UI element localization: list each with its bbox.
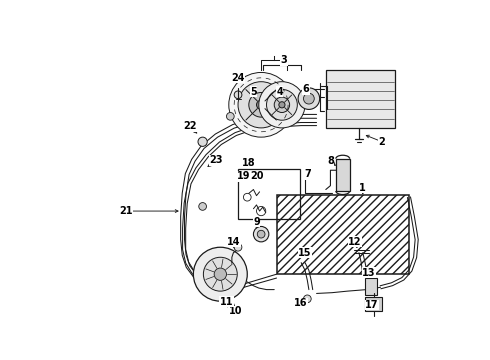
Text: 20: 20 bbox=[250, 171, 263, 181]
Circle shape bbox=[234, 243, 242, 251]
Text: 11: 11 bbox=[220, 297, 233, 307]
Text: 6: 6 bbox=[302, 84, 309, 94]
Text: 13: 13 bbox=[362, 267, 376, 278]
Text: 16: 16 bbox=[294, 298, 308, 309]
Text: 3: 3 bbox=[281, 55, 288, 65]
Bar bbox=[336, 159, 350, 191]
Circle shape bbox=[274, 97, 290, 112]
Circle shape bbox=[214, 268, 226, 280]
Text: 5: 5 bbox=[250, 87, 257, 97]
Text: 19: 19 bbox=[237, 171, 250, 181]
Circle shape bbox=[257, 230, 265, 238]
Circle shape bbox=[249, 93, 273, 117]
Circle shape bbox=[267, 89, 297, 120]
Circle shape bbox=[259, 82, 305, 128]
Text: 24: 24 bbox=[231, 73, 245, 83]
Text: 15: 15 bbox=[298, 248, 312, 258]
Text: 17: 17 bbox=[365, 300, 379, 310]
Bar bbox=[365, 278, 377, 295]
Bar bbox=[326, 70, 395, 128]
Text: 22: 22 bbox=[183, 121, 196, 131]
Circle shape bbox=[253, 226, 269, 242]
Circle shape bbox=[203, 257, 237, 291]
Bar bbox=[365, 297, 382, 311]
Text: 8: 8 bbox=[327, 156, 334, 166]
Circle shape bbox=[199, 203, 206, 210]
Text: 12: 12 bbox=[348, 237, 362, 247]
Bar bbox=[276, 195, 409, 274]
Circle shape bbox=[194, 247, 247, 301]
Circle shape bbox=[257, 100, 266, 109]
Circle shape bbox=[298, 88, 319, 109]
Circle shape bbox=[238, 82, 284, 128]
Text: 9: 9 bbox=[253, 217, 260, 227]
Text: 10: 10 bbox=[229, 306, 243, 316]
Circle shape bbox=[229, 72, 294, 137]
Circle shape bbox=[303, 295, 311, 303]
Text: 7: 7 bbox=[304, 169, 311, 179]
Text: 1: 1 bbox=[359, 183, 366, 193]
Circle shape bbox=[234, 91, 242, 99]
Circle shape bbox=[279, 102, 285, 108]
Text: 23: 23 bbox=[210, 155, 223, 165]
Bar bbox=[238, 169, 300, 219]
Circle shape bbox=[303, 93, 314, 104]
Circle shape bbox=[227, 302, 233, 308]
Text: 21: 21 bbox=[119, 206, 132, 216]
Text: 18: 18 bbox=[242, 158, 256, 167]
Text: 2: 2 bbox=[379, 137, 386, 147]
Circle shape bbox=[198, 137, 207, 147]
Bar bbox=[276, 195, 409, 274]
Circle shape bbox=[226, 112, 234, 120]
Text: 14: 14 bbox=[227, 237, 240, 247]
Text: 4: 4 bbox=[276, 87, 283, 97]
